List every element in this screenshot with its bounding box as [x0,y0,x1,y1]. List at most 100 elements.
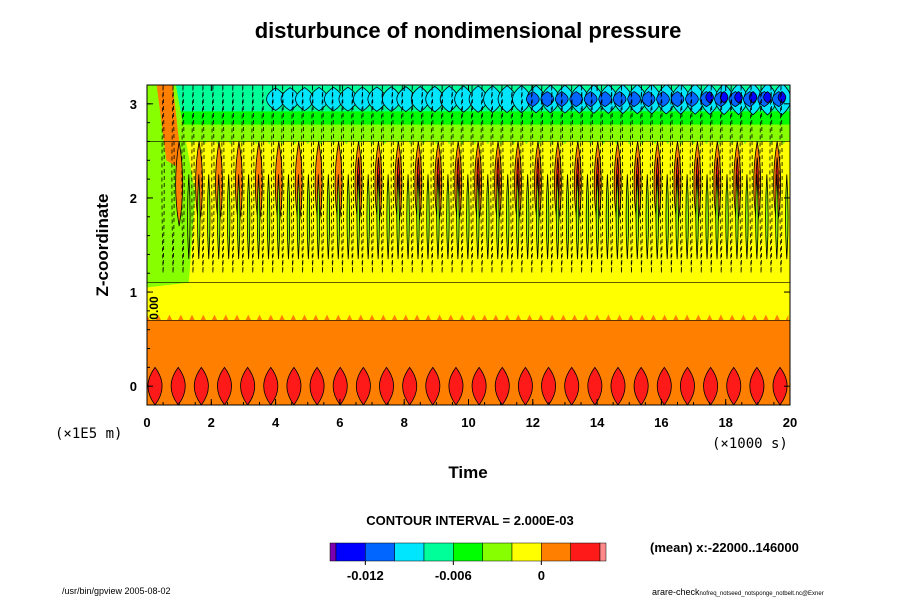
dashed-contour [460,85,464,274]
green-streak [486,174,490,260]
dashed-contour [251,85,255,274]
green-streak [765,174,769,260]
green-streak [565,174,570,260]
colorbar-swatch [335,542,366,562]
red-cell [749,366,765,405]
green-streak [595,174,600,260]
green-streak [197,174,201,260]
dashed-contour [580,85,584,274]
red-cell [587,366,603,405]
colorbar-swatch [541,542,571,562]
green-streak [326,174,331,260]
red-cell [679,366,695,405]
red-cell [656,366,672,405]
red-cell [772,366,788,405]
y-tick-label: 3 [130,97,137,112]
green-streak [645,174,649,260]
green-streak [685,174,689,260]
dashed-contour [600,85,604,274]
green-streak [446,174,450,260]
colorbar-swatch [511,542,542,562]
footer-source-main: arare-check [652,587,700,597]
green-streak [276,174,281,260]
green-streak [516,174,520,260]
dashed-contour [779,85,783,274]
green-streak [525,174,530,260]
green-streak [217,174,221,260]
dashed-contour [679,85,683,274]
colorbar-tick-label: -0.012 [347,568,384,583]
red-cell [286,366,302,405]
dashed-contour [281,85,285,274]
green-streak [406,174,410,260]
red-cell [471,366,487,405]
green-streak [735,174,739,260]
dashed-contour [241,85,245,274]
green-streak [306,174,311,260]
green-streak [635,174,639,260]
green-streak [775,174,779,260]
upper-blue-cell [612,91,627,108]
dashed-contour [450,85,454,274]
green-streak [207,174,211,260]
dashed-contour [530,85,534,274]
red-cell [309,366,325,405]
early-orange-region [156,85,183,170]
dashed-contour [629,85,634,274]
green-streak [625,174,630,260]
dashed-contour [470,85,474,274]
footer-command: /usr/bin/gpview 2005-08-02 [62,586,171,596]
upper-dark-blue-cell [777,91,787,104]
dashed-contour [321,85,325,274]
footer-source-sub: nofreq_notseed_notsponge_notbelt.nc@Exne… [700,591,824,597]
dashed-contour [550,85,554,274]
colorbar-swatch [453,542,483,562]
x-tick-label: 12 [526,415,540,430]
dashed-contour [271,85,275,274]
green-streak [715,174,719,260]
green-streak [506,174,510,260]
dashed-contour [500,85,504,274]
y-unit-label: (×1E5 m) [55,426,122,442]
colorbar-swatch [599,542,607,562]
dashed-contour [420,85,424,274]
red-cell [147,366,163,405]
green-streak [246,174,251,260]
x-axis-label: Time [448,463,487,482]
dashed-contour [510,85,514,274]
contour-line-layer [147,85,790,321]
red-cell [703,366,719,405]
early-green-region [147,85,196,288]
green-streak [416,174,420,260]
dashed-contour [689,85,693,274]
colorbar-swatch [394,542,425,562]
green-streak [456,174,460,260]
dashed-contour [231,85,235,274]
x-tick-label: 18 [718,415,732,430]
dashed-contour [311,85,315,274]
green-streak [426,174,430,260]
green-streak [585,174,590,260]
dashed-contour [669,85,673,274]
green-streak [376,174,380,260]
footer-source: arare-checknofreq_notseed_notsponge_notb… [652,587,824,597]
green-streak [396,174,400,260]
green-streak [366,174,370,260]
upper-blue-cell [583,91,598,108]
green-streak [675,174,679,260]
red-cell [379,366,394,405]
dashed-contour [400,85,404,274]
x-tick-label: 4 [272,415,280,430]
contour-fill-layer [147,85,790,405]
green-streak [476,174,480,260]
colorbar-swatch [570,542,601,562]
green-streak [745,174,749,260]
green-streak [236,174,241,260]
colorbar-tick-label: 0 [538,568,545,583]
green-streak [535,174,540,260]
dashed-contour [191,85,195,274]
colorbar-swatch [482,542,513,562]
dashed-contour [699,85,703,274]
y-tick-label: 0 [130,379,137,394]
green-streak [226,174,231,260]
